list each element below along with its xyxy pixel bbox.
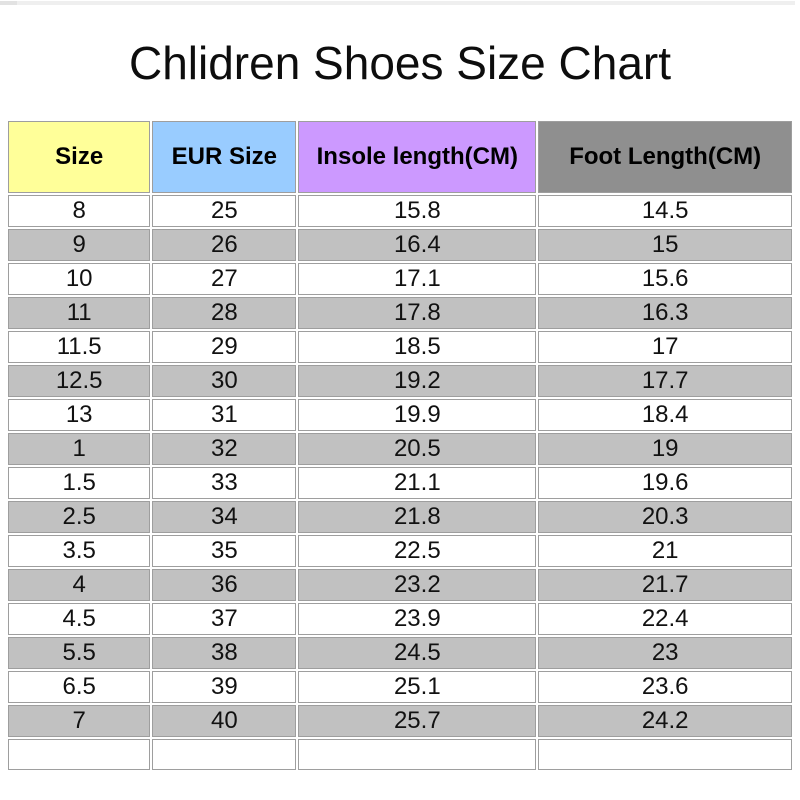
cell-insole-length: 23.2 (298, 569, 537, 601)
cell-insole-length: 19.2 (298, 365, 537, 397)
table-row: 12.5 30 19.2 17.7 (8, 365, 792, 397)
cell-insole-length: 21.1 (298, 467, 537, 499)
cell-size: 4.5 (8, 603, 151, 635)
cell-eur-size: 37 (152, 603, 297, 635)
cell-foot-length: 19.6 (538, 467, 792, 499)
header-insole-length: Insole length(CM) (298, 121, 537, 193)
cell-foot-length: 16.3 (538, 297, 792, 329)
page-title: Chlidren Shoes Size Chart (128, 37, 672, 89)
cell-insole-length: 15.8 (298, 195, 537, 227)
table-row: 4.5 37 23.9 22.4 (8, 603, 792, 635)
cell-foot-length: 20.3 (538, 501, 792, 533)
size-table-body: 8 25 15.8 14.5 9 26 16.4 15 10 27 17.1 1… (8, 195, 792, 770)
table-row (8, 739, 792, 770)
cell-foot-length: 15 (538, 229, 792, 261)
cell-size: 13 (8, 399, 151, 431)
cell-eur-size: 30 (152, 365, 297, 397)
top-bar (0, 1, 795, 5)
header-row: Size EUR Size Insole length(CM) Foot Len… (8, 121, 792, 193)
cell-insole-length (298, 739, 537, 770)
cell-foot-length: 17.7 (538, 365, 792, 397)
cell-foot-length: 22.4 (538, 603, 792, 635)
cell-size: 1 (8, 433, 151, 465)
table-row: 2.5 34 21.8 20.3 (8, 501, 792, 533)
top-bar-left-segment (0, 1, 17, 5)
cell-foot-length: 19 (538, 433, 792, 465)
cell-insole-length: 22.5 (298, 535, 537, 567)
cell-size: 12.5 (8, 365, 151, 397)
table-row: 9 26 16.4 15 (8, 229, 792, 261)
table-row: 11 28 17.8 16.3 (8, 297, 792, 329)
table-row: 4 36 23.2 21.7 (8, 569, 792, 601)
cell-eur-size: 26 (152, 229, 297, 261)
cell-size: 1.5 (8, 467, 151, 499)
cell-size: 3.5 (8, 535, 151, 567)
cell-insole-length: 19.9 (298, 399, 537, 431)
table-row: 1.5 33 21.1 19.6 (8, 467, 792, 499)
cell-size: 4 (8, 569, 151, 601)
cell-insole-length: 17.8 (298, 297, 537, 329)
cell-foot-length: 21.7 (538, 569, 792, 601)
table-row: 8 25 15.8 14.5 (8, 195, 792, 227)
table-row: 10 27 17.1 15.6 (8, 263, 792, 295)
header-foot-length: Foot Length(CM) (538, 121, 792, 193)
header-eur-size: EUR Size (152, 121, 297, 193)
cell-insole-length: 25.1 (298, 671, 537, 703)
header-size: Size (8, 121, 151, 193)
cell-size: 8 (8, 195, 151, 227)
cell-size: 5.5 (8, 637, 151, 669)
cell-eur-size: 28 (152, 297, 297, 329)
cell-foot-length: 24.2 (538, 705, 792, 737)
cell-eur-size: 29 (152, 331, 297, 363)
cell-foot-length: 21 (538, 535, 792, 567)
cell-eur-size: 40 (152, 705, 297, 737)
table-row: 7 40 25.7 24.2 (8, 705, 792, 737)
table-row: 3.5 35 22.5 21 (8, 535, 792, 567)
cell-size: 6.5 (8, 671, 151, 703)
table-row: 11.5 29 18.5 17 (8, 331, 792, 363)
cell-insole-length: 21.8 (298, 501, 537, 533)
cell-foot-length: 17 (538, 331, 792, 363)
cell-insole-length: 20.5 (298, 433, 537, 465)
cell-foot-length: 23 (538, 637, 792, 669)
cell-eur-size: 32 (152, 433, 297, 465)
cell-eur-size: 31 (152, 399, 297, 431)
cell-size: 2.5 (8, 501, 151, 533)
cell-eur-size: 38 (152, 637, 297, 669)
cell-size: 10 (8, 263, 151, 295)
cell-foot-length: 14.5 (538, 195, 792, 227)
table-row: 1 32 20.5 19 (8, 433, 792, 465)
cell-eur-size: 33 (152, 467, 297, 499)
size-chart-table: Size EUR Size Insole length(CM) Foot Len… (6, 119, 794, 772)
cell-foot-length: 18.4 (538, 399, 792, 431)
cell-size (8, 739, 151, 770)
table-row: 6.5 39 25.1 23.6 (8, 671, 792, 703)
cell-eur-size: 36 (152, 569, 297, 601)
cell-foot-length (538, 739, 792, 770)
cell-eur-size: 25 (152, 195, 297, 227)
cell-foot-length: 23.6 (538, 671, 792, 703)
cell-insole-length: 25.7 (298, 705, 537, 737)
cell-size: 11 (8, 297, 151, 329)
cell-size: 7 (8, 705, 151, 737)
cell-eur-size: 34 (152, 501, 297, 533)
cell-insole-length: 18.5 (298, 331, 537, 363)
table-row: 13 31 19.9 18.4 (8, 399, 792, 431)
cell-eur-size (152, 739, 297, 770)
cell-eur-size: 35 (152, 535, 297, 567)
cell-insole-length: 23.9 (298, 603, 537, 635)
cell-foot-length: 15.6 (538, 263, 792, 295)
table-row: 5.5 38 24.5 23 (8, 637, 792, 669)
cell-eur-size: 27 (152, 263, 297, 295)
cell-size: 11.5 (8, 331, 151, 363)
cell-size: 9 (8, 229, 151, 261)
cell-insole-length: 24.5 (298, 637, 537, 669)
cell-insole-length: 16.4 (298, 229, 537, 261)
cell-insole-length: 17.1 (298, 263, 537, 295)
cell-eur-size: 39 (152, 671, 297, 703)
